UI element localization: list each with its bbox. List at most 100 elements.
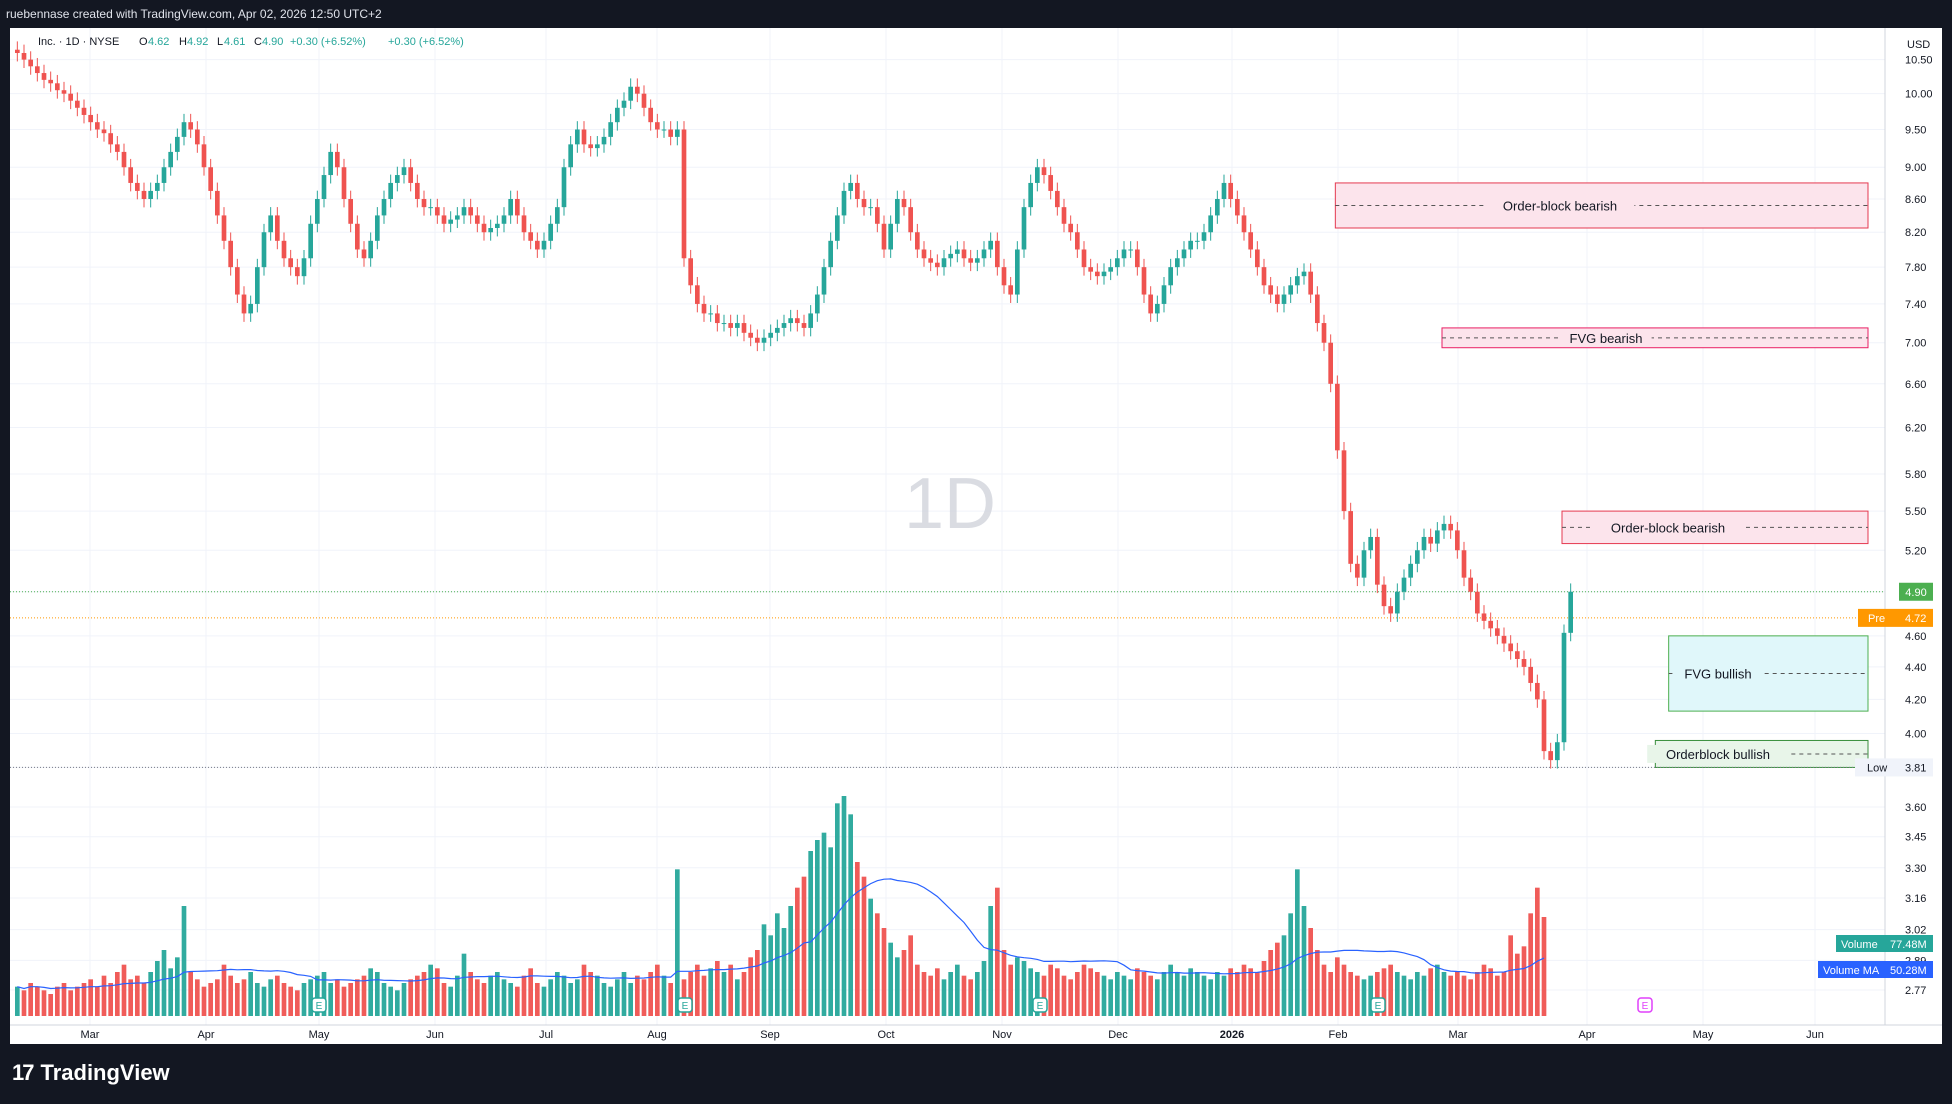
candle-body[interactable] <box>1248 232 1253 250</box>
candle-body[interactable] <box>1015 249 1020 295</box>
candle-body[interactable] <box>515 198 520 216</box>
candle-body[interactable] <box>1495 628 1500 636</box>
candle-body[interactable] <box>475 215 480 224</box>
candle-body[interactable] <box>628 86 633 101</box>
candle-body[interactable] <box>675 129 680 137</box>
candle-body[interactable] <box>1075 232 1080 250</box>
candle-body[interactable] <box>61 90 67 94</box>
candle-body[interactable] <box>1215 198 1220 216</box>
candle-body[interactable] <box>508 198 513 216</box>
candle-body[interactable] <box>581 129 587 145</box>
candle-body[interactable] <box>135 182 140 191</box>
candle-body[interactable] <box>608 122 613 137</box>
candle-body[interactable] <box>768 332 773 338</box>
candle-body[interactable] <box>1028 182 1033 208</box>
candle-body[interactable] <box>401 167 407 176</box>
candle-body[interactable] <box>115 144 120 152</box>
candle-body[interactable] <box>55 83 60 91</box>
candle-body[interactable] <box>348 198 353 224</box>
candle-body[interactable] <box>215 190 220 216</box>
candle-body[interactable] <box>708 313 713 315</box>
candle-body[interactable] <box>1055 190 1060 208</box>
candle-body[interactable] <box>1261 267 1267 286</box>
candle-body[interactable] <box>881 223 887 250</box>
candle-body[interactable] <box>321 175 327 199</box>
candle-body[interactable] <box>835 215 840 241</box>
candle-body[interactable] <box>101 129 107 134</box>
candle-body[interactable] <box>1355 563 1360 578</box>
candle-body[interactable] <box>201 144 207 168</box>
candle-body[interactable] <box>421 198 427 208</box>
candle-body[interactable] <box>561 167 567 208</box>
candle-body[interactable] <box>1101 271 1107 277</box>
candle-body[interactable] <box>1421 536 1427 551</box>
candle-body[interactable] <box>895 198 900 224</box>
candle-body[interactable] <box>781 323 787 328</box>
candle-body[interactable] <box>721 323 727 325</box>
candle-body[interactable] <box>1515 651 1520 660</box>
candle-body[interactable] <box>575 129 580 145</box>
candle-body[interactable] <box>1488 620 1493 629</box>
candle-body[interactable] <box>1568 591 1573 633</box>
candle-body[interactable] <box>828 240 833 268</box>
candle-body[interactable] <box>408 167 413 183</box>
candle-body[interactable] <box>361 249 367 259</box>
candle-body[interactable] <box>1195 240 1200 242</box>
candle-body[interactable] <box>128 167 133 183</box>
candle-body[interactable] <box>175 136 180 152</box>
candle-body[interactable] <box>41 73 47 80</box>
candle-body[interactable] <box>1081 249 1087 268</box>
candle-body[interactable] <box>915 232 920 250</box>
candle-body[interactable] <box>1181 249 1187 259</box>
candle-body[interactable] <box>955 249 960 254</box>
candle-body[interactable] <box>235 267 240 295</box>
candle-body[interactable] <box>648 107 653 123</box>
candle-body[interactable] <box>148 190 153 199</box>
candle-body[interactable] <box>795 318 800 324</box>
candle-body[interactable] <box>155 182 160 191</box>
candle-body[interactable] <box>601 136 607 145</box>
candle-body[interactable] <box>1321 323 1327 343</box>
candle-body[interactable] <box>621 100 627 108</box>
candle-body[interactable] <box>195 129 200 145</box>
tradingview-logo[interactable]: 17 TradingView <box>12 1060 170 1086</box>
candle-body[interactable] <box>1048 175 1053 191</box>
earnings-marker-icon[interactable] <box>1370 997 1386 1013</box>
candle-body[interactable] <box>168 151 173 168</box>
candle-body[interactable] <box>808 313 813 328</box>
candle-body[interactable] <box>595 144 600 149</box>
candle-body[interactable] <box>701 303 707 314</box>
candle-body[interactable] <box>541 240 547 250</box>
candle-body[interactable] <box>295 267 300 277</box>
candle-body[interactable] <box>241 294 247 314</box>
candle-body[interactable] <box>1501 635 1507 644</box>
candle-body[interactable] <box>388 182 393 199</box>
candle-body[interactable] <box>275 215 280 241</box>
candle-body[interactable] <box>635 86 640 94</box>
candle-body[interactable] <box>1388 606 1393 614</box>
candle-body[interactable] <box>1275 294 1280 304</box>
candle-body[interactable] <box>775 327 780 333</box>
candle-body[interactable] <box>1288 285 1293 295</box>
candle-body[interactable] <box>1395 591 1400 614</box>
candle-body[interactable] <box>1435 530 1440 544</box>
candle-body[interactable] <box>668 129 673 137</box>
candle-body[interactable] <box>341 167 347 199</box>
candle-body[interactable] <box>1175 258 1180 268</box>
candle-body[interactable] <box>1255 249 1260 268</box>
candle-body[interactable] <box>761 337 767 343</box>
candle-body[interactable] <box>535 240 540 250</box>
candle-body[interactable] <box>1035 167 1040 183</box>
candle-body[interactable] <box>1148 294 1153 314</box>
candle-body[interactable] <box>1508 643 1513 652</box>
candle-body[interactable] <box>288 258 293 268</box>
candle-body[interactable] <box>1348 511 1353 564</box>
candle-body[interactable] <box>181 122 187 137</box>
candle-body[interactable] <box>715 313 720 324</box>
candle-body[interactable] <box>1448 523 1453 531</box>
candle-body[interactable] <box>901 198 907 208</box>
candle-body[interactable] <box>141 190 147 199</box>
price-chart[interactable]: 1D Order-block bearish FVG bearish Order-bl… <box>10 28 1942 1044</box>
candle-body[interactable] <box>1521 659 1527 667</box>
candle-body[interactable] <box>281 240 287 259</box>
